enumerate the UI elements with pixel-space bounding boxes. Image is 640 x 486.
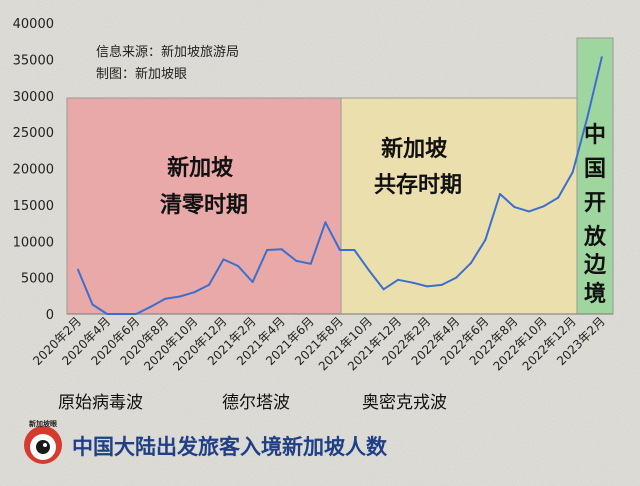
data-point xyxy=(295,259,298,262)
credit-line: 制图：新加坡眼 xyxy=(96,66,187,82)
data-point xyxy=(586,116,589,119)
data-point xyxy=(280,248,283,251)
china-open-char-3: 开 xyxy=(584,191,606,216)
data-point xyxy=(440,283,443,286)
data-point xyxy=(208,283,210,286)
zero-covid-zone xyxy=(66,97,342,315)
data-point xyxy=(251,281,254,283)
y-tick-label: 0 xyxy=(46,308,54,323)
wave-omicron: 奥密克戎波 xyxy=(362,393,447,413)
data-point xyxy=(397,278,400,281)
china-open-char-5: 边 xyxy=(583,253,607,278)
data-point xyxy=(542,205,545,208)
data-point xyxy=(164,297,167,300)
zero-covid-label-line1: 新加坡 xyxy=(167,155,233,181)
y-tick-label: 20000 xyxy=(13,163,54,178)
china-open-char-6: 境 xyxy=(584,281,606,307)
data-point xyxy=(91,303,94,306)
data-point xyxy=(353,249,356,251)
y-axis-ticks: 0 5000 10000 15000 20000 25000 30000 35000 40000 xyxy=(13,17,54,323)
data-point xyxy=(513,206,516,209)
coexist-label-line2: 共存时期 xyxy=(374,172,462,198)
series-line-group xyxy=(77,56,603,315)
y-tick-label: 5000 xyxy=(21,272,54,287)
china-open-char-2: 国 xyxy=(584,157,606,182)
data-point xyxy=(469,262,472,265)
data-point xyxy=(557,196,560,199)
wave-original: 原始病毒波 xyxy=(58,393,143,413)
data-point xyxy=(309,262,312,265)
data-point xyxy=(178,295,181,298)
data-point xyxy=(600,56,603,59)
data-point xyxy=(149,305,152,308)
data-point xyxy=(77,268,79,271)
logo-pupil-icon xyxy=(36,440,50,454)
china-open-char-1: 中 xyxy=(584,123,606,148)
data-point xyxy=(455,276,458,279)
coexist-label-line1: 新加坡 xyxy=(381,136,447,162)
y-tick-label: 25000 xyxy=(13,126,54,141)
data-point xyxy=(382,288,385,291)
data-point xyxy=(266,249,269,251)
y-tick-label: 10000 xyxy=(13,235,54,250)
data-point xyxy=(120,313,123,315)
y-tick-label: 30000 xyxy=(13,90,54,105)
data-point xyxy=(571,171,574,174)
chart-title: 中国大陆出发旅客入境新加坡人数 xyxy=(72,435,388,459)
data-point xyxy=(338,249,341,251)
coexist-label: 新加坡 共存时期 xyxy=(374,136,462,198)
zero-covid-label: 新加坡 清零时期 xyxy=(160,155,248,218)
data-point xyxy=(193,291,196,294)
y-tick-label: 15000 xyxy=(13,199,54,214)
data-point xyxy=(368,269,370,272)
source-line: 信息来源：新加坡旅游局 xyxy=(96,44,239,60)
china-open-char-4: 放 xyxy=(583,224,607,250)
data-point xyxy=(484,238,487,241)
data-point xyxy=(324,221,327,224)
data-point xyxy=(222,258,225,261)
logo: 新加坡眼 xyxy=(24,419,62,464)
wave-delta: 德尔塔波 xyxy=(222,393,290,413)
data-point xyxy=(237,265,240,267)
logo-glint xyxy=(43,443,47,447)
china-open-label: 中 国 开 放 边 境 xyxy=(583,123,607,307)
data-point xyxy=(135,313,138,315)
logo-text: 新加坡眼 xyxy=(29,419,57,428)
data-point xyxy=(528,210,530,213)
data-point xyxy=(411,281,414,284)
y-tick-label: 40000 xyxy=(13,17,54,32)
data-point xyxy=(426,285,429,288)
data-point xyxy=(106,313,109,315)
zero-covid-label-line2: 清零时期 xyxy=(160,192,248,218)
data-point xyxy=(499,193,501,195)
y-tick-label: 35000 xyxy=(13,53,54,68)
